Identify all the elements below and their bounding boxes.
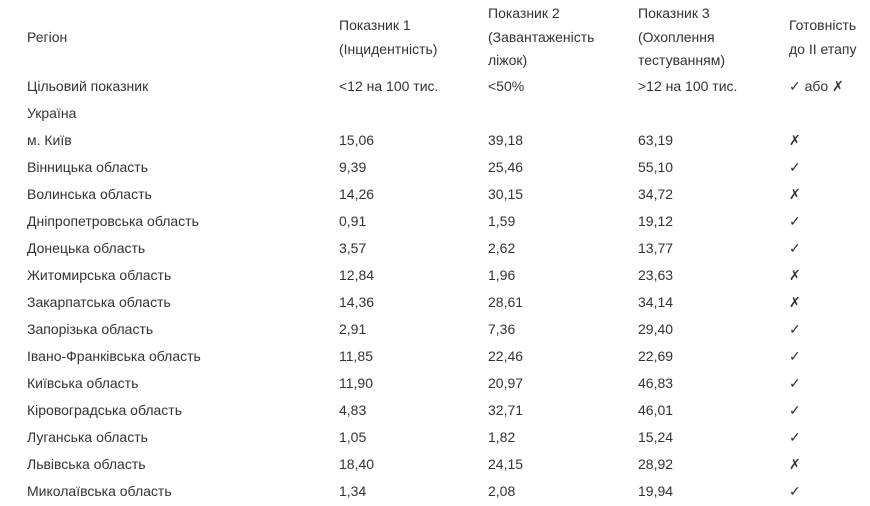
target-readiness: ✓ або ✗ [789,78,844,94]
table-row: Закарпатська область 14,36 28,61 34,14 ✗ [27,289,869,316]
table-row: Кіровоградська область 4,83 32,71 46,01 ✓ [27,397,869,424]
region-cell: Житомирська область [27,267,172,283]
indicator-2-cell: 24,15 [488,456,524,472]
region-cell: Луганська область [27,429,148,445]
indicator-3-cell: 55,10 [638,159,674,175]
indicator-2-cell: 28,61 [488,294,524,310]
region-cell: Івано-Франківська область [27,348,201,364]
region-cell: Дніпропетровська область [27,213,199,229]
readiness-cell: ✗ [789,294,801,310]
indicator-2-cell: 2,08 [488,483,516,499]
header-region: Регіон [27,28,68,45]
header-indicator-3: Показник 3 (Охоплення тестуванням) [638,5,726,69]
region-cell: Волинська область [27,186,152,202]
target-row: Цільовий показник <12 на 100 тис. <50% >… [27,73,869,100]
indicator-2-cell: 2,62 [488,240,516,256]
indicator-1-cell: 9,39 [339,159,367,175]
country-row: Україна [27,100,869,127]
indicator-2-cell: 22,46 [488,348,524,364]
table-row: Дніпропетровська область 0,91 1,59 19,12 ✓ [27,208,869,235]
table-row: Львівська область 18,40 24,15 28,92 ✗ [27,451,869,478]
indicator-1-cell: 1,34 [339,483,367,499]
table-row: Волинська область 14,26 30,15 34,72 ✗ [27,181,869,208]
region-cell: Вінницька область [27,159,148,175]
region-cell: м. Київ [27,132,72,148]
indicator-3-cell: 46,01 [638,402,674,418]
target-label: Цільовий показник [27,78,149,94]
indicator-3-cell: 29,40 [638,321,674,337]
readiness-cell: ✓ [789,483,801,499]
indicator-3-cell: 23,63 [638,267,674,283]
indicator-1-cell: 11,85 [339,348,373,364]
table-row: Київська область 11,90 20,97 46,83 ✓ [27,370,869,397]
target-indicator-2: <50% [488,78,525,94]
indicator-2-cell: 1,59 [488,213,516,229]
indicator-1-cell: 14,26 [339,186,375,202]
regions-readiness-table: Регіон Показник 1 (Інцидентність) Показни… [27,2,869,505]
table-row: Івано-Франківська область 11,85 22,46 22,69… [27,343,869,370]
region-cell: Закарпатська область [27,294,171,310]
table-row: Житомирська область 12,84 1,96 23,63 ✗ [27,262,869,289]
indicator-3-cell: 19,94 [638,483,674,499]
table-row: Донецька область 3,57 2,62 13,77 ✓ [27,235,869,262]
target-indicator-3: >12 на 100 тис. [638,78,738,94]
table-row: м. Київ 15,06 39,18 63,19 ✗ [27,127,869,154]
region-cell: Львівська область [27,456,146,472]
indicator-2-cell: 1,96 [488,267,516,283]
readiness-cell: ✓ [789,375,801,391]
indicator-1-cell: 2,91 [339,321,367,337]
readiness-cell: ✗ [789,456,801,472]
readiness-cell: ✓ [789,240,801,256]
indicator-3-cell: 28,92 [638,456,674,472]
country-label: Україна [27,105,77,121]
indicator-1-cell: 14,36 [339,294,375,310]
readiness-cell: ✓ [789,321,801,337]
indicator-3-cell: 15,24 [638,429,674,445]
readiness-cell: ✗ [789,186,801,202]
region-cell: Київська область [27,375,139,391]
indicator-3-cell: 22,69 [638,348,674,364]
indicator-2-cell: 30,15 [488,186,524,202]
indicator-1-cell: 4,83 [339,402,367,418]
table-row: Миколаївська область 1,34 2,08 19,94 ✓ [27,478,869,505]
readiness-cell: ✓ [789,213,801,229]
header-indicator-1: Показник 1 (Інцидентність) [339,17,438,57]
indicator-1-cell: 15,06 [339,132,375,148]
indicator-1-cell: 3,57 [339,240,367,256]
readiness-cell: ✓ [789,159,801,175]
region-cell: Донецька область [27,240,146,256]
indicator-1-cell: 1,05 [339,429,367,445]
region-cell: Кіровоградська область [27,402,182,418]
indicator-3-cell: 13,77 [638,240,674,256]
header-row: Регіон Показник 1 (Інцидентність) Показни… [27,2,869,73]
table-row: Запорізька область 2,91 7,36 29,40 ✓ [27,316,869,343]
indicator-1-cell: 11,90 [339,375,373,391]
indicator-3-cell: 34,14 [638,294,674,310]
readiness-cell: ✓ [789,348,801,364]
indicator-2-cell: 32,71 [488,402,524,418]
table-row: Луганська область 1,05 1,82 15,24 ✓ [27,424,869,451]
indicator-3-cell: 34,72 [638,186,674,202]
indicator-1-cell: 18,40 [339,456,375,472]
readiness-cell: ✗ [789,132,801,148]
indicator-2-cell: 7,36 [488,321,516,337]
header-readiness: Готовність до II етапу [789,17,857,57]
region-cell: Миколаївська область [27,483,172,499]
indicator-2-cell: 25,46 [488,159,524,175]
header-indicator-2: Показник 2 (Завантаженість ліжок) [488,5,595,69]
indicator-2-cell: 39,18 [488,132,524,148]
indicator-2-cell: 1,82 [488,429,516,445]
readiness-cell: ✓ [789,402,801,418]
readiness-cell: ✗ [789,267,801,283]
indicator-1-cell: 0,91 [339,213,367,229]
indicator-2-cell: 20,97 [488,375,524,391]
readiness-cell: ✓ [789,429,801,445]
indicator-3-cell: 19,12 [638,213,674,229]
target-indicator-1: <12 на 100 тис. [339,78,439,94]
indicator-3-cell: 46,83 [638,375,674,391]
table-row: Вінницька область 9,39 25,46 55,10 ✓ [27,154,869,181]
indicator-1-cell: 12,84 [339,267,375,283]
indicator-3-cell: 63,19 [638,132,674,148]
region-cell: Запорізька область [27,321,154,337]
